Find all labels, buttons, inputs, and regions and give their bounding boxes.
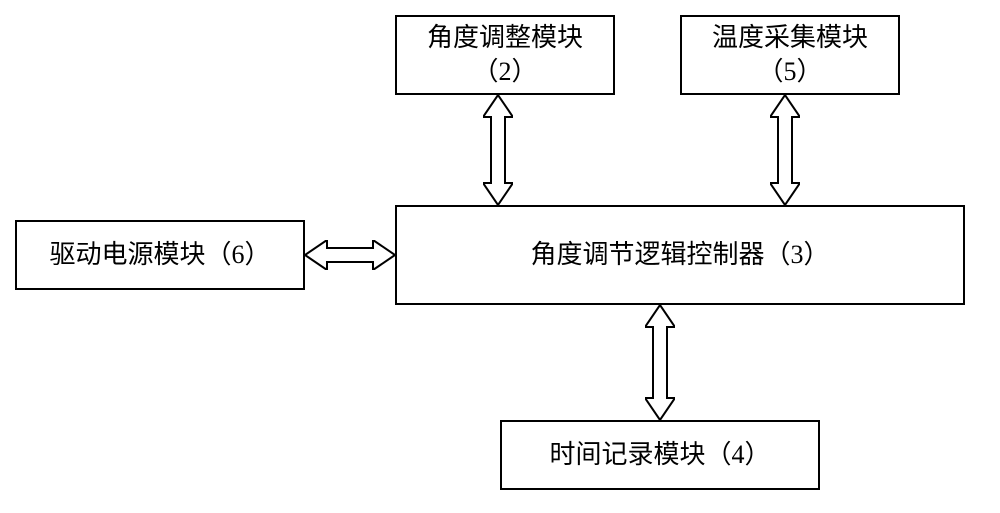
drive-power-module-label1: 驱动电源模块（6） — [49, 238, 270, 272]
angle-logic-controller-box: 角度调节逻辑控制器（3） — [395, 205, 965, 305]
temp-collect-module-label1: 温度采集模块 — [712, 21, 868, 55]
drive-power-module-box: 驱动电源模块（6） — [15, 220, 305, 290]
angle-adjust-module-label1: 角度调整模块 — [427, 21, 583, 55]
time-record-module-label1: 时间记录模块（4） — [549, 438, 770, 472]
time-record-module-box: 时间记录模块（4） — [500, 420, 820, 490]
angle-logic-controller-label1: 角度调节逻辑控制器（3） — [530, 238, 829, 272]
arrow-angle-adjust-to-controller — [483, 95, 513, 205]
arrow-temp-collect-to-controller — [770, 95, 800, 205]
angle-adjust-module-box: 角度调整模块 （2） — [395, 15, 615, 95]
arrow-drive-power-to-controller — [305, 240, 395, 270]
temp-collect-module-label2: （5） — [757, 55, 822, 89]
temp-collect-module-box: 温度采集模块 （5） — [680, 15, 900, 95]
arrow-controller-to-time-record — [645, 305, 675, 420]
angle-adjust-module-label2: （2） — [472, 55, 537, 89]
